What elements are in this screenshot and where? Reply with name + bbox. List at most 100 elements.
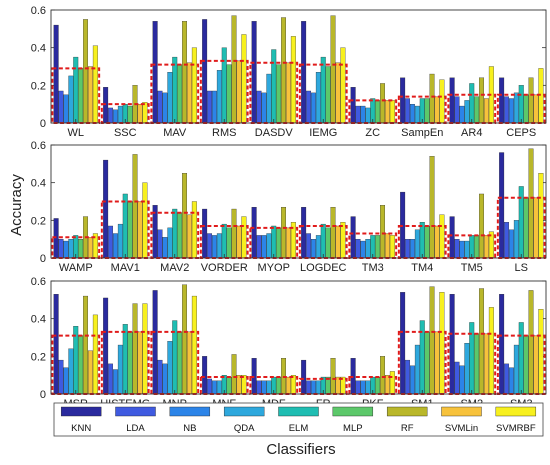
y-tick-label: 0.4 (31, 178, 46, 190)
group-vorder (199, 208, 249, 260)
bar-vorder-elm (221, 223, 227, 259)
bar-zc-rf (380, 83, 385, 124)
bar-tm4-nb (409, 239, 415, 259)
bar-mav2-svmrbf (191, 201, 197, 259)
bar-sm1-nb (409, 365, 415, 395)
bar-vorder-knn (202, 208, 208, 259)
bar-ls-knn (499, 152, 505, 259)
bar-ssc-svmlin (137, 104, 143, 124)
group-ceps (496, 68, 546, 124)
bar-tm5-qda (464, 240, 470, 259)
bar-iemg-rf (330, 15, 336, 124)
bar-vorder-qda (216, 233, 222, 259)
bar-vorder-svmrbf (241, 216, 247, 259)
bar-mdf-svmlin (285, 376, 291, 395)
bar-sm2-rf (479, 288, 484, 395)
bar-wl-elm (73, 56, 79, 124)
bar-myop-mlp (276, 227, 282, 259)
bar-msr-svmrbf (92, 314, 98, 395)
bar-myop-rf (281, 206, 286, 259)
bar-pkf-svmrbf (389, 371, 395, 395)
y-tick-label: 0.4 (31, 314, 46, 326)
bar-dasdv-nb (261, 92, 267, 124)
bar-ar4-nb (459, 105, 465, 124)
bar-mnf-lda (207, 378, 212, 395)
bar-myop-elm (271, 225, 277, 259)
bar-mnf-nb (211, 380, 217, 395)
bar-ar4-svmlin (483, 98, 489, 124)
bar-mnf-qda (216, 380, 222, 395)
group-dasdv (249, 17, 299, 124)
bar-mnp-svmrbf (191, 295, 197, 395)
bar-sampen-svmlin (434, 96, 440, 124)
bar-iemg-nb (310, 92, 316, 124)
bar-vorder-mlp (226, 227, 232, 259)
bar-pkf-lda (355, 380, 361, 395)
bar-wamp-svmlin (88, 237, 93, 259)
bar-dasdv-mlp (276, 64, 282, 124)
bar-ceps-rf (528, 77, 534, 124)
bar-ar4-qda (464, 100, 470, 124)
bar-mav2-rf (182, 173, 187, 259)
legend-swatch-nb (169, 406, 211, 417)
bar-tm4-lda (405, 239, 410, 259)
bar-sm1-knn (400, 292, 406, 395)
bar-mdf-nb (261, 380, 267, 395)
x-tick-label-mav2: MAV2 (160, 262, 189, 274)
bar-mav-svmlin (186, 62, 192, 124)
x-tick-label-wamp: WAMP (59, 262, 93, 274)
bar-wl-knn (53, 24, 59, 124)
bar-mav2-mlp (177, 212, 183, 259)
bar-rms-elm (221, 47, 227, 124)
bar-sampen-nb (409, 104, 415, 124)
legend-swatch-svmrbf (495, 406, 537, 417)
bar-logdec-svmrbf (340, 222, 346, 259)
bar-zc-nb (360, 105, 366, 124)
bar-rms-lda (207, 90, 212, 124)
bar-fr-knn (301, 359, 307, 395)
bar-wamp-qda (68, 239, 74, 259)
bar-ssc-nb (113, 109, 118, 124)
reference-box-sm3 (496, 334, 546, 396)
bar-rms-knn (202, 19, 208, 124)
bar-sm3-qda (513, 344, 519, 395)
bar-mnp-svmlin (186, 331, 192, 395)
bar-ceps-elm (518, 85, 524, 124)
bar-mav-qda (167, 72, 173, 124)
x-axis-label: Classifiers (266, 441, 335, 458)
y-axis-label: Accuracy (8, 174, 25, 236)
bar-iemg-svmlin (335, 62, 341, 124)
x-tick-label-mav: MAV (163, 127, 187, 139)
bar-ceps-nb (508, 98, 514, 124)
bar-mnp-mlp (177, 331, 183, 395)
bar-dasdv-svmrbf (290, 36, 296, 124)
group-sampen (397, 73, 447, 124)
bar-logdec-rf (330, 206, 336, 259)
legend: KNN LDA NB QDA ELM MLP RF SVMLin SVMRBF (53, 402, 544, 437)
bar-tm5-nb (459, 240, 465, 259)
x-tick-label-dasdv: DASDV (255, 127, 294, 139)
x-tick-label-ls: LS (515, 262, 528, 274)
x-tick-label-iemg: IEMG (309, 127, 337, 139)
x-tick-label-tm5: TM5 (461, 262, 483, 274)
legend-swatch-lda (115, 406, 156, 417)
bar-histemg-qda (117, 344, 123, 395)
bar-dasdv-lda (256, 90, 262, 124)
bar-wl-qda (68, 75, 74, 124)
bar-fr-nb (310, 380, 316, 395)
y-tick-label: 0.6 (31, 140, 46, 152)
x-tick-label-myop: MYOP (258, 262, 290, 274)
bar-ls-lda (504, 222, 509, 259)
bar-mav-knn (152, 21, 158, 124)
bar-sm3-elm (518, 322, 524, 395)
bar-mav-lda (157, 90, 163, 124)
bar-rms-svmlin (236, 60, 242, 124)
bar-sm3-svmrbf (538, 309, 544, 395)
bar-sampen-mlp (424, 98, 430, 124)
bar-msr-qda (68, 348, 74, 395)
bar-histemg-svmrbf (142, 303, 148, 395)
group-mnf (199, 354, 249, 395)
bar-mdf-lda (256, 380, 262, 395)
group-mav1 (100, 154, 150, 259)
bar-dasdv-elm (271, 49, 277, 124)
